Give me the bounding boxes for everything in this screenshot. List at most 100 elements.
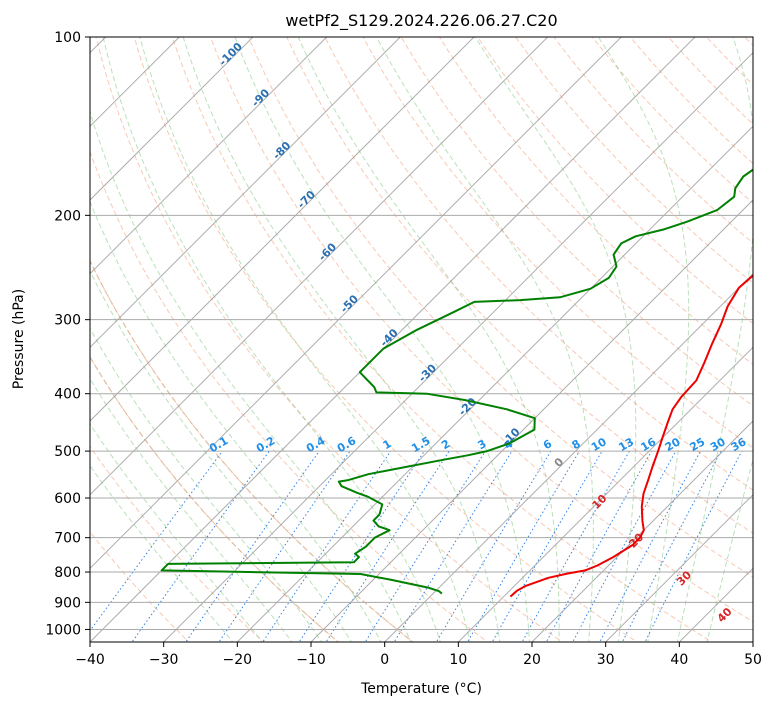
dewpoint-profile xyxy=(160,168,753,595)
mixing-ratio-label: 0.4 xyxy=(304,434,328,455)
y-tick-label: 800 xyxy=(54,565,81,581)
mixing-ratio-line xyxy=(393,450,513,642)
mixing-ratio-line xyxy=(325,450,450,642)
isotherm xyxy=(604,493,753,642)
x-tick-label: −20 xyxy=(223,652,253,668)
isotherm xyxy=(90,37,181,128)
isotherm-label: -90 xyxy=(249,86,272,109)
moist-adiabat xyxy=(90,269,352,642)
isotherm xyxy=(531,420,753,642)
x-axis-label: Temperature (°C) xyxy=(360,681,482,697)
isotherm-label: -70 xyxy=(295,188,318,211)
y-tick-label: 200 xyxy=(54,208,81,224)
dry-adiabat xyxy=(248,37,753,578)
mixing-ratio-label: 2 xyxy=(439,437,452,452)
mixing-ratio-line xyxy=(298,450,425,642)
mixing-ratio-line xyxy=(90,450,223,632)
y-tick-label: 900 xyxy=(54,595,81,611)
isotherm xyxy=(162,51,753,642)
plot-frame xyxy=(89,36,754,643)
isotherm-label: -100 xyxy=(216,40,245,69)
isotherm xyxy=(90,37,623,570)
y-axis: 100 200 300 400 500 600 700 800 900 1000 xyxy=(45,30,90,638)
x-tick-label: 0 xyxy=(380,652,389,668)
dry-adiabat xyxy=(400,37,753,407)
dry-adiabat xyxy=(705,37,753,86)
mixing-ratio-line xyxy=(262,450,392,642)
moist-adiabat-label: 40 xyxy=(715,605,735,625)
mixing-ratio-line xyxy=(131,450,270,642)
mixing-ratio-line xyxy=(466,450,580,642)
dry-adiabat xyxy=(90,150,489,642)
x-tick-label: 10 xyxy=(449,652,467,668)
dry-adiabat xyxy=(171,37,713,642)
isotherm xyxy=(90,37,549,496)
y-axis-label: Pressure (hPa) xyxy=(11,289,27,389)
dry-adiabat xyxy=(90,259,414,642)
moist-adiabat xyxy=(90,377,293,642)
x-tick-label: 50 xyxy=(744,652,762,668)
isotherm xyxy=(457,346,753,642)
dry-adiabat xyxy=(591,37,753,204)
x-tick-label: −30 xyxy=(149,652,179,668)
mixing-ratio-line xyxy=(572,450,677,642)
moist-adiabat xyxy=(90,423,264,642)
x-tick-label: 20 xyxy=(523,652,541,668)
moist-adiabat xyxy=(182,37,501,642)
mixing-ratio-label: 1.5 xyxy=(409,434,432,455)
mixing-ratio-label: 0.6 xyxy=(335,434,359,455)
y-tick-label: 600 xyxy=(54,491,81,507)
isotherm xyxy=(90,37,475,422)
y-tick-label: 500 xyxy=(54,444,81,460)
y-tick-label: 100 xyxy=(54,30,81,46)
isotherm xyxy=(90,37,402,349)
dry-adiabat xyxy=(770,24,775,645)
y-tick-label: 1000 xyxy=(45,622,81,638)
mixing-ratio-line xyxy=(185,450,320,642)
x-tick-label: −10 xyxy=(296,652,326,668)
dry-adiabat xyxy=(629,37,753,165)
isotherm xyxy=(678,567,753,642)
dry-adiabat xyxy=(362,37,753,449)
mixing-ratio-line xyxy=(621,450,722,642)
chart-title: wetPf2_S129.2024.226.06.27.C20 xyxy=(285,11,557,31)
isotherm-label: -50 xyxy=(338,292,361,315)
dry-adiabat xyxy=(90,259,414,642)
x-tick-label: −40 xyxy=(75,652,105,668)
moist-adiabat xyxy=(474,37,637,642)
x-tick-label: 40 xyxy=(670,652,688,668)
moist-adiabat xyxy=(234,37,530,642)
moist-adiabat-label: 30 xyxy=(674,568,694,588)
mixing-ratio-label: 0.2 xyxy=(254,434,277,455)
moist-adiabat xyxy=(90,110,412,642)
isotherm xyxy=(752,641,753,642)
isotherm xyxy=(310,199,753,642)
moist-adiabat xyxy=(102,37,441,642)
y-tick-label: 700 xyxy=(54,531,81,547)
dry-adiabat xyxy=(286,37,753,534)
moist-adiabat xyxy=(297,37,560,642)
temperature-profile xyxy=(509,274,753,598)
moist-adiabat xyxy=(376,37,594,642)
mixing-ratio-label: 1 xyxy=(381,437,394,452)
mixing-ratio-label: 8 xyxy=(570,437,583,452)
moist-adiabat xyxy=(90,464,234,642)
isotherm-label: -80 xyxy=(270,139,293,162)
dry-adiabat xyxy=(515,37,753,284)
x-tick-label: 30 xyxy=(597,652,615,668)
dry-adiabat xyxy=(90,445,265,642)
y-tick-label: 400 xyxy=(54,387,81,403)
dry-adiabat xyxy=(744,37,753,47)
isotherm-label: -60 xyxy=(316,240,339,263)
moist-adiabat-label: 10 xyxy=(590,492,610,512)
y-tick-label: 300 xyxy=(54,313,81,329)
isotherm xyxy=(90,37,254,201)
x-axis: −40 −30 −20 −10 0 10 20 30 40 50 xyxy=(75,642,762,668)
isotherm xyxy=(236,125,753,642)
mixing-ratio-line xyxy=(599,450,701,642)
mixing-ratio-label: 6 xyxy=(541,437,554,452)
mixing-ratio-label: 0.1 xyxy=(207,434,230,455)
isotherm xyxy=(90,37,696,642)
dry-adiabat xyxy=(90,531,190,642)
